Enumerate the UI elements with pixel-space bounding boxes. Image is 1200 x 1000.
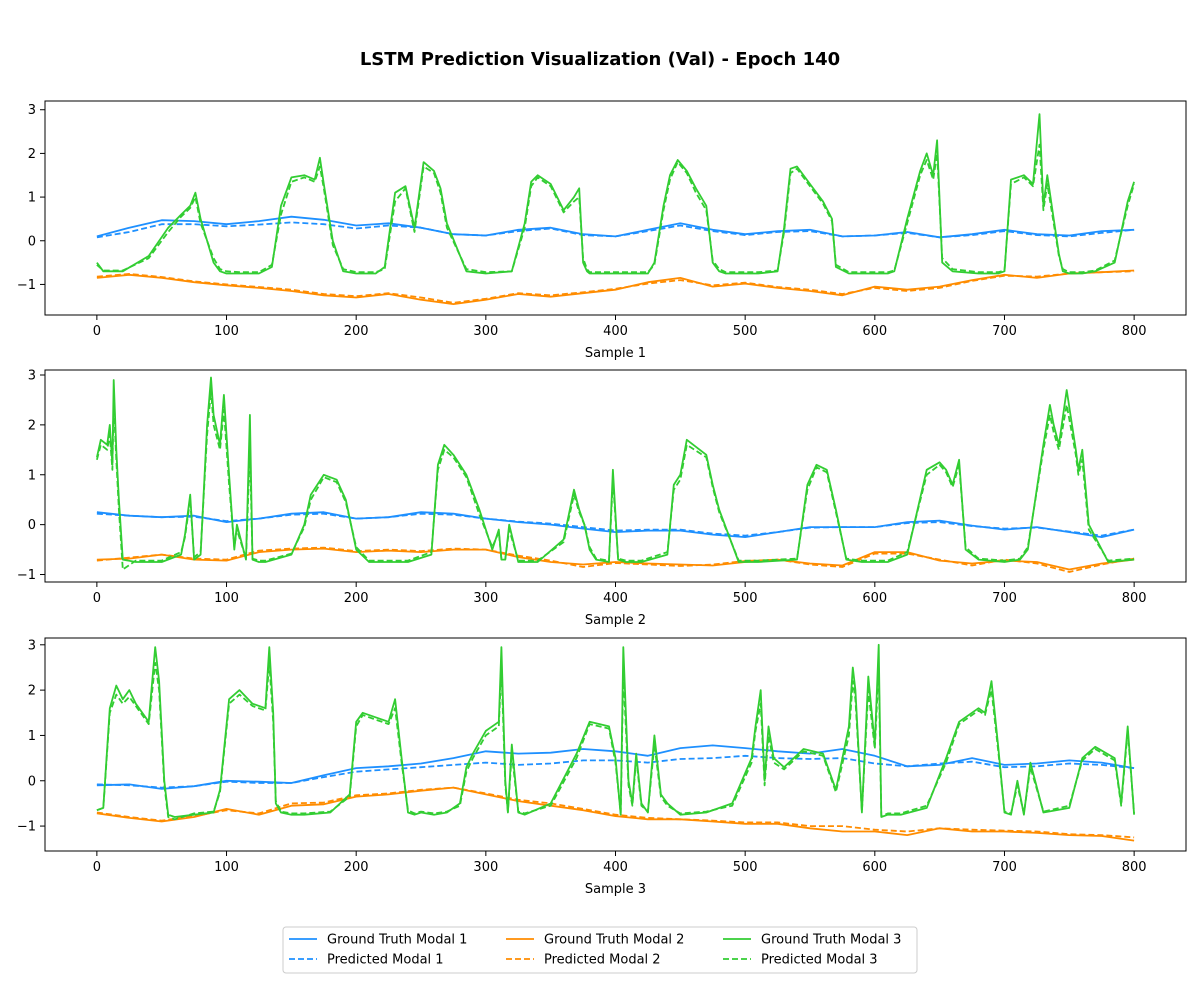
x-tick-label: 600 [862,324,887,339]
series-predicted-modal-2 [96,270,1135,304]
series-ground-truth-modal-3 [96,113,1135,275]
series-predicted-modal-3 [96,662,1135,821]
x-tick-label: 700 [992,324,1017,339]
series-ground-truth-modal-3 [96,643,1135,818]
x-tick-label: 0 [93,591,101,606]
x-tick-label: 800 [1122,860,1147,875]
y-tick-label: 2 [28,147,36,162]
series-predicted-modal-2 [96,786,1135,839]
series-group [96,376,1135,573]
subplot-2: 0 100 200 300 400 500 600 700 800 −1 0 1 2 3 Sample 2 [17,368,1187,628]
x-tick-label: 200 [344,591,369,606]
x-tick-label: 700 [992,860,1017,875]
y-tick-label: 1 [28,191,36,206]
x-axis-label: Sample 1 [585,346,646,361]
y-tick-label: 0 [28,234,36,249]
x-tick-label: 800 [1122,591,1147,606]
series-ground-truth-modal-2 [96,547,1135,571]
series-predicted-modal-2 [96,546,1135,573]
series-predicted-modal-1 [96,221,1135,239]
y-tick-label: −1 [17,278,36,293]
x-tick-label: 600 [862,860,887,875]
legend: Ground Truth Modal 1 Predicted Modal 1 Gro… [282,926,918,974]
y-tick-label: 0 [28,774,36,789]
subplot-3: 0 100 200 300 400 500 600 700 800 −1 0 1 2 3 Sample 3 [17,637,1187,897]
series-ground-truth-modal-2 [96,786,1135,842]
legend-label-ground-truth-modal-3: Ground Truth Modal 3 [761,933,901,948]
y-tick-label: −1 [17,820,36,835]
x-tick-label: 400 [603,591,628,606]
y-tick-label: 1 [28,468,36,483]
series-group [96,643,1135,842]
x-tick-label: 300 [473,591,498,606]
subplot-1: 0 100 200 300 400 500 600 700 800 −1 0 1 2 3 Sample 1 [17,100,1187,361]
x-tick-label: 200 [344,860,369,875]
x-tick-label: 500 [733,324,758,339]
legend-box [282,926,918,974]
x-axis-label: Sample 3 [585,882,646,897]
legend-label-ground-truth-modal-1: Ground Truth Modal 1 [327,933,467,948]
legend-label-predicted-modal-2: Predicted Modal 2 [544,953,661,968]
y-tick-label: 3 [28,638,36,653]
chart-title: LSTM Prediction Visualization (Val) - Ep… [360,49,840,70]
series-predicted-modal-1 [96,754,1135,789]
x-tick-label: 400 [603,324,628,339]
x-tick-label: 700 [992,591,1017,606]
y-tick-label: 0 [28,518,36,533]
x-tick-label: 100 [214,324,239,339]
y-tick-label: 1 [28,729,36,744]
y-tick-label: −1 [17,568,36,583]
x-tick-label: 400 [603,860,628,875]
y-tick-label: 2 [28,684,36,699]
legend-label-predicted-modal-1: Predicted Modal 1 [327,953,444,968]
y-tick-label: 2 [28,418,36,433]
x-tick-label: 500 [733,591,758,606]
legend-label-ground-truth-modal-2: Ground Truth Modal 2 [544,933,684,948]
x-tick-label: 600 [862,591,887,606]
x-tick-label: 300 [473,324,498,339]
legend-label-predicted-modal-3: Predicted Modal 3 [761,953,878,968]
x-tick-label: 300 [473,860,498,875]
series-predicted-modal-1 [96,512,1135,537]
x-tick-label: 0 [93,324,101,339]
series-ground-truth-modal-2 [96,269,1135,306]
x-tick-label: 100 [214,860,239,875]
series-predicted-modal-3 [96,389,1135,571]
x-tick-label: 100 [214,591,239,606]
x-tick-label: 500 [733,860,758,875]
series-predicted-modal-3 [96,143,1135,274]
series-ground-truth-modal-3 [96,376,1135,563]
x-tick-label: 200 [344,324,369,339]
x-axis-label: Sample 2 [585,613,646,628]
series-group [96,113,1135,306]
y-tick-label: 3 [28,368,36,383]
x-tick-label: 0 [93,860,101,875]
y-tick-label: 3 [28,103,36,118]
x-tick-label: 800 [1122,324,1147,339]
